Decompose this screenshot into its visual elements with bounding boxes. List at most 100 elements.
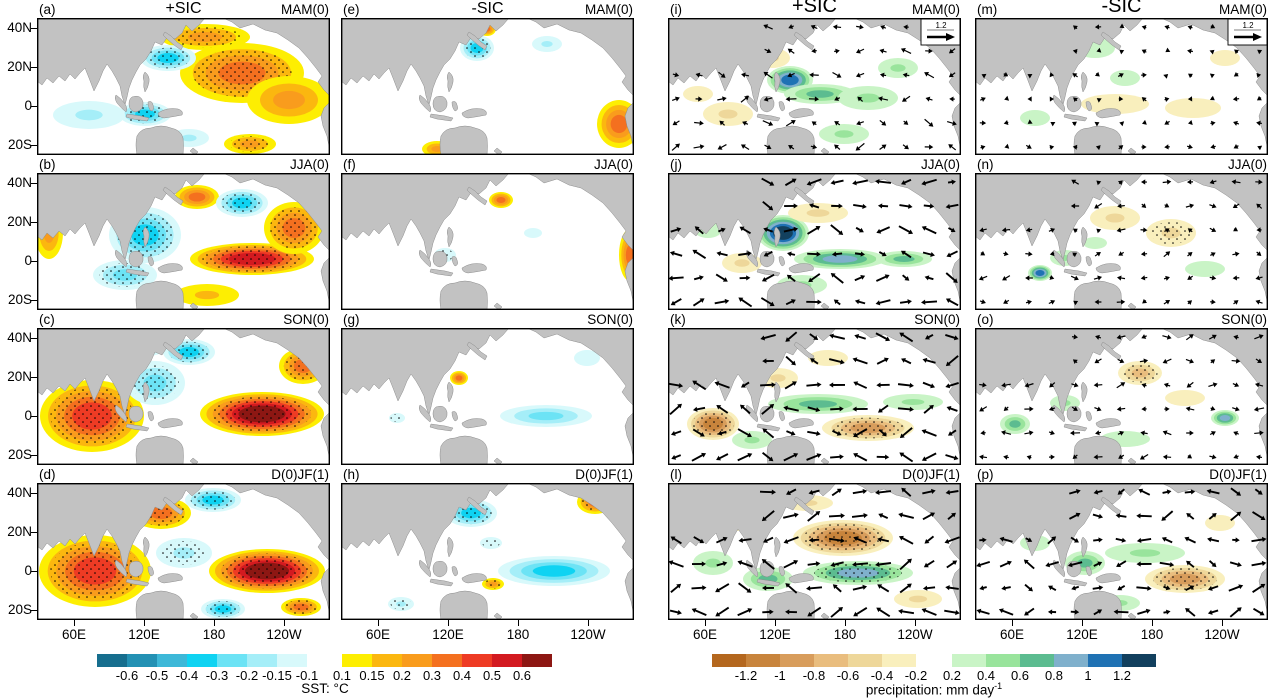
y-tick-mark bbox=[31, 493, 37, 495]
wind-arrow bbox=[879, 119, 887, 126]
anomaly-blob bbox=[1009, 420, 1021, 428]
map-panel-f: (f) JJA(0) bbox=[341, 156, 634, 310]
wind-arrow bbox=[853, 536, 868, 544]
wind-arrow bbox=[924, 144, 934, 150]
panel-frame bbox=[341, 173, 634, 310]
stippling-dots bbox=[202, 246, 302, 272]
wind-arrow bbox=[999, 560, 1012, 568]
wind-arrow bbox=[782, 512, 799, 519]
wind-arrow bbox=[1003, 251, 1009, 257]
wind-arrow bbox=[715, 273, 728, 282]
wind-arrow bbox=[924, 275, 934, 281]
wind-arrow bbox=[737, 453, 753, 462]
wind-arrow bbox=[876, 382, 890, 388]
wind-arrow bbox=[856, 120, 865, 126]
wind-arrow bbox=[1188, 119, 1193, 125]
wind-arrow bbox=[1092, 585, 1104, 591]
wind-arrow bbox=[831, 203, 843, 209]
wind-arrow bbox=[1231, 179, 1241, 185]
stippling-dots bbox=[1153, 567, 1217, 591]
wind-arrow bbox=[877, 537, 890, 543]
panel-map bbox=[37, 483, 330, 620]
wind-arrow bbox=[947, 512, 956, 520]
x-tick-mark bbox=[74, 620, 76, 626]
wind-arrow bbox=[899, 332, 914, 343]
wind-arrow bbox=[945, 382, 959, 389]
wind-arrow bbox=[998, 608, 1014, 616]
wind-arrow bbox=[945, 585, 959, 591]
wind-arrow bbox=[691, 452, 707, 462]
anomaly-blob bbox=[822, 255, 858, 263]
x-tick-label: 180 bbox=[202, 627, 226, 642]
y-tick-label: 40N bbox=[7, 330, 32, 345]
wind-arrow bbox=[879, 48, 887, 54]
map-panel-p: (p) D(0)JF(1) bbox=[975, 466, 1268, 620]
wind-arrow bbox=[878, 428, 887, 437]
panel-header: (m) -SIC MAM(0) bbox=[975, 0, 1268, 18]
x-tick-label: 120W bbox=[570, 627, 606, 642]
wind-arrow bbox=[901, 358, 912, 365]
wind-vector-field bbox=[976, 487, 1267, 618]
wind-arrow bbox=[924, 333, 934, 340]
anomaly-blob bbox=[528, 411, 564, 421]
wind-arrow bbox=[897, 382, 914, 388]
wind-arrow bbox=[692, 428, 705, 437]
panel-season-label: JJA(0) bbox=[289, 157, 329, 172]
y-tick-mark bbox=[31, 377, 37, 379]
wind-arrow bbox=[716, 536, 728, 544]
wind-arrow bbox=[945, 334, 959, 341]
panel-season-label: JJA(0) bbox=[1227, 157, 1267, 172]
wind-arrow bbox=[853, 606, 868, 617]
wind-arrow bbox=[783, 536, 799, 544]
anomaly-blob bbox=[1210, 50, 1240, 66]
anomaly-blob bbox=[770, 374, 786, 382]
wind-vector-field bbox=[668, 487, 960, 618]
panel-label: (b) bbox=[39, 157, 56, 172]
wind-arrow bbox=[1047, 609, 1057, 615]
map-panel-g: (g) SON(0) bbox=[341, 311, 634, 465]
wind-arrow bbox=[717, 227, 726, 233]
wind-arrow bbox=[785, 609, 797, 615]
wind-arrow bbox=[921, 226, 937, 235]
wind-arrow bbox=[716, 561, 728, 567]
panel-season-label: SON(0) bbox=[914, 312, 960, 327]
wind-arrow bbox=[1141, 179, 1147, 185]
wind-arrow bbox=[1001, 430, 1012, 436]
wind-arrow bbox=[946, 120, 957, 126]
wind-arrow bbox=[671, 96, 680, 102]
anomaly-blob bbox=[1083, 237, 1107, 249]
wind-arrow bbox=[1093, 489, 1103, 495]
wind-arrow bbox=[1072, 359, 1078, 364]
anomaly-blob bbox=[705, 558, 721, 568]
wind-arrow bbox=[875, 561, 892, 568]
wind-arrow bbox=[979, 120, 987, 126]
wind-arrow bbox=[1117, 73, 1124, 78]
wind-arrow bbox=[670, 227, 682, 233]
panel-map bbox=[341, 18, 634, 155]
wind-arrow bbox=[806, 178, 822, 186]
anomaly-blob bbox=[744, 436, 760, 444]
wind-arrow bbox=[830, 406, 844, 412]
wind-arrow bbox=[1233, 144, 1239, 149]
wind-arrow bbox=[1186, 144, 1193, 150]
wind-arrow bbox=[1184, 536, 1196, 544]
wind-arrow bbox=[1141, 144, 1147, 150]
wind-arrow bbox=[828, 537, 845, 544]
wind-arrow bbox=[807, 430, 821, 437]
wind-arrow bbox=[875, 489, 892, 496]
wind-arrow bbox=[855, 48, 865, 54]
wind-arrow bbox=[1162, 334, 1172, 340]
panel-map bbox=[975, 173, 1268, 310]
panel-label: (g) bbox=[343, 312, 360, 327]
wind-arrow bbox=[695, 72, 703, 78]
precip-colorbar-caption-sup: -1 bbox=[994, 681, 1003, 691]
wind-arrow bbox=[716, 453, 729, 461]
wind-arrow bbox=[1113, 609, 1129, 615]
wind-arrow bbox=[922, 512, 936, 521]
wind-arrow bbox=[691, 608, 707, 617]
colorbar-tick-label: -0.6 bbox=[115, 668, 139, 683]
anomaly-blob bbox=[1219, 414, 1231, 422]
reference-vector: 1.2 bbox=[1227, 18, 1268, 46]
wind-arrow bbox=[830, 561, 844, 568]
panel-season-label: JJA(0) bbox=[920, 157, 960, 172]
